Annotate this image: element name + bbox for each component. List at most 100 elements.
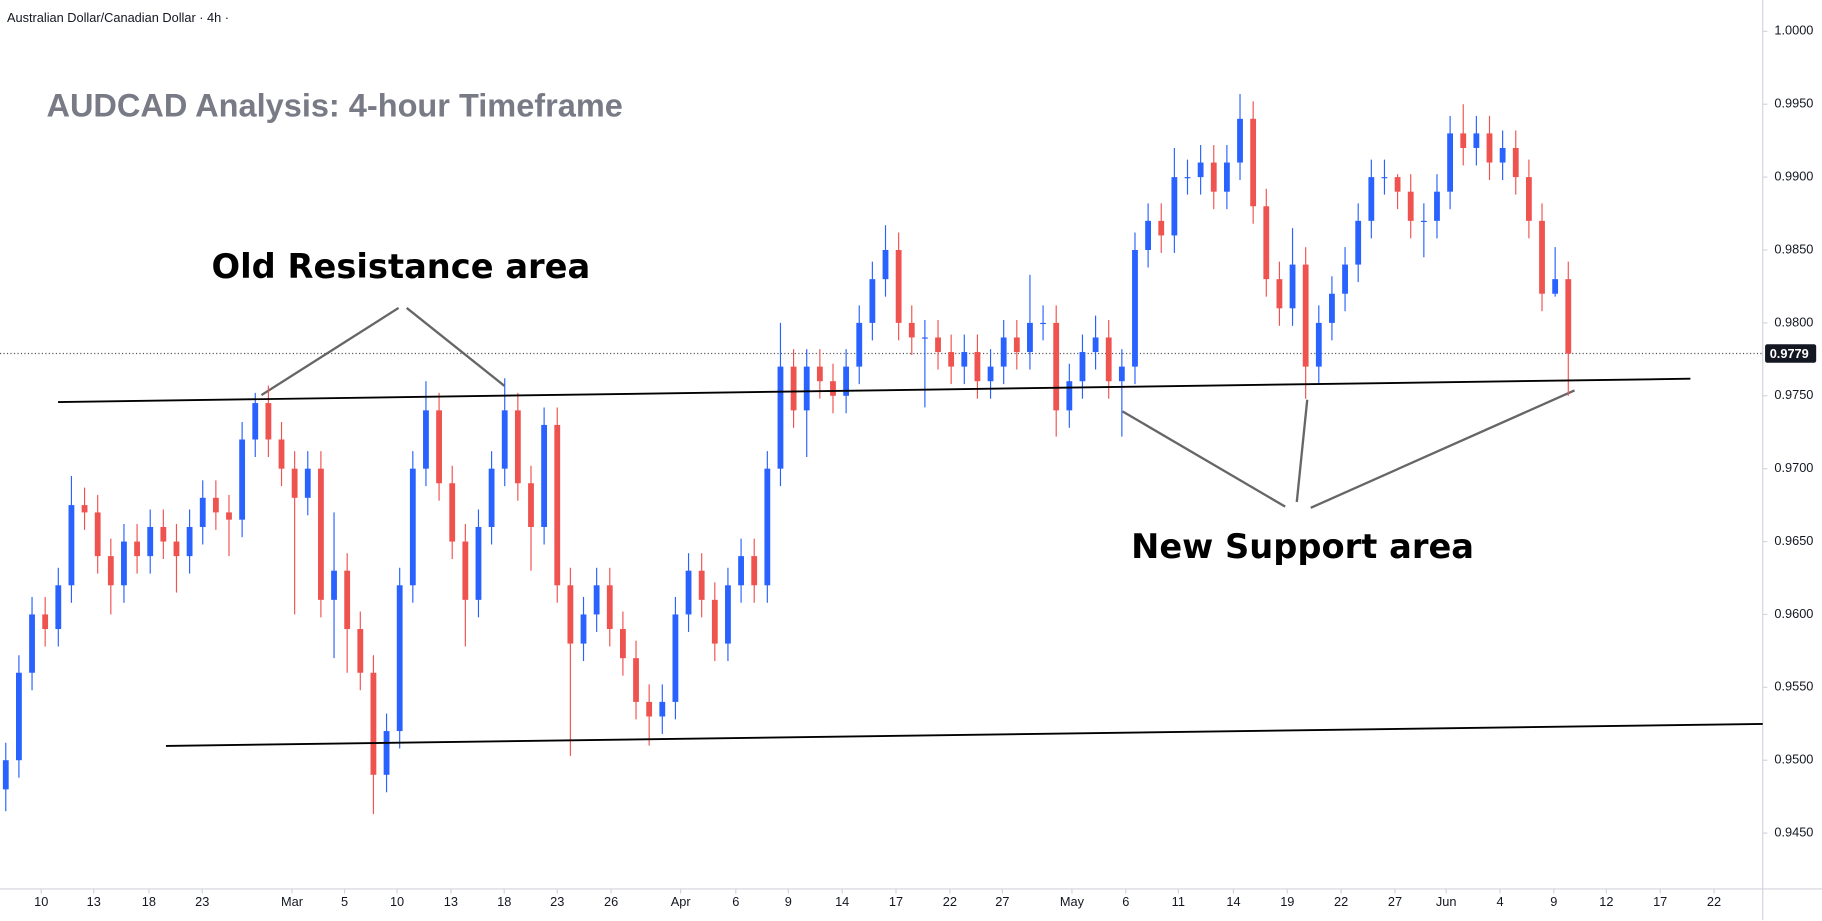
candle-body: [2, 760, 9, 790]
candle-body: [1525, 177, 1532, 221]
pointer: [405, 307, 506, 387]
pointer: [1310, 389, 1575, 509]
x-tick-label: 10: [34, 894, 48, 909]
candle-body: [1079, 352, 1086, 382]
candle-body: [1053, 322, 1060, 411]
candle-body: [1315, 322, 1322, 367]
candle-body: [554, 424, 561, 586]
candle-body: [81, 505, 88, 513]
x-tick-label: 22: [1707, 894, 1721, 909]
annotation-pointers: [260, 306, 1575, 509]
y-tick-label: 0.9900: [1774, 168, 1813, 183]
candle-body: [646, 701, 653, 717]
candle-body: [357, 629, 364, 673]
candle-body: [948, 352, 955, 367]
candle-body: [1171, 177, 1178, 236]
candle-body: [895, 250, 902, 323]
x-tick-label: 14: [835, 894, 849, 909]
candle-body: [606, 585, 613, 630]
candle-body: [186, 526, 193, 557]
candle-body: [278, 439, 285, 469]
candle-body: [1013, 337, 1020, 353]
pointer: [1295, 399, 1309, 503]
candle-body: [370, 672, 377, 775]
candle-body: [1000, 337, 1007, 367]
trend-line: [165, 722, 1763, 747]
candle-body: [528, 483, 534, 527]
candle-body: [1420, 220, 1427, 223]
candle-body: [672, 614, 679, 702]
candle-body: [751, 556, 758, 586]
candle-body: [1486, 133, 1493, 163]
candle-body: [961, 352, 968, 367]
candle-body: [331, 570, 337, 600]
candle-body: [16, 672, 22, 761]
candle-body: [212, 497, 219, 513]
x-tick-label: 13: [87, 894, 101, 909]
candle-body: [908, 322, 915, 338]
candle-body: [94, 512, 101, 557]
candle-body: [803, 366, 810, 411]
candle-body: [816, 366, 823, 382]
x-tick-label: Jun: [1436, 894, 1457, 909]
candle-body: [1132, 250, 1138, 367]
candle-body: [738, 556, 744, 586]
x-tick-label: 27: [995, 894, 1009, 909]
x-tick-label: 27: [1388, 894, 1402, 909]
x-tick-label: 26: [604, 894, 618, 909]
y-tick-label: 0.9550: [1774, 679, 1813, 694]
candle-body: [121, 541, 127, 586]
y-tick-label: 0.9700: [1774, 460, 1813, 475]
x-tick-label: 14: [1226, 894, 1240, 909]
candle-body: [147, 526, 154, 557]
candle-body: [1250, 118, 1257, 207]
y-tick-label: 0.9650: [1774, 533, 1813, 548]
candle-body: [1302, 264, 1309, 367]
candle-body: [239, 439, 246, 520]
candle-body: [68, 505, 75, 586]
candle-body: [869, 279, 876, 323]
y-tick-label: 0.9500: [1774, 752, 1813, 767]
x-tick-label: 18: [497, 894, 511, 909]
candle-body: [1276, 279, 1283, 309]
candle-body: [291, 468, 298, 498]
candle-body: [593, 585, 600, 615]
candle-body: [107, 556, 114, 586]
candle-body: [1329, 293, 1335, 323]
pointer: [260, 306, 400, 397]
candle-body: [685, 570, 692, 615]
x-tick-label: 12: [1599, 894, 1613, 909]
candle-body: [1158, 220, 1165, 236]
x-tick-label: 6: [1122, 894, 1129, 909]
candle-body: [843, 366, 850, 396]
candle-body: [501, 410, 508, 469]
candle-body: [856, 322, 863, 367]
candle-body: [764, 468, 771, 586]
x-tick-label: 17: [1653, 894, 1667, 909]
x-tick-label: Apr: [671, 894, 692, 909]
candle-body: [1512, 147, 1519, 178]
x-tick-label: 19: [1280, 894, 1294, 909]
pointer: [1121, 410, 1286, 508]
x-tick-label: 9: [785, 894, 792, 909]
x-tick-label: 9: [1550, 894, 1557, 909]
candle-body: [42, 614, 49, 630]
annotation: Old Resistance area: [212, 247, 591, 286]
candle-body: [1368, 177, 1375, 221]
candle-body: [344, 570, 351, 630]
trend-line: [58, 377, 1691, 403]
candle-body: [1539, 220, 1545, 294]
candle-body: [1210, 162, 1217, 192]
x-tick-label: 18: [142, 894, 156, 909]
x-tick-label: 6: [732, 894, 739, 909]
x-tick-label: Mar: [281, 894, 304, 909]
candle-body: [1237, 118, 1243, 163]
candle-body: [1434, 191, 1440, 221]
candle-body: [514, 410, 521, 484]
x-tick-label: 5: [341, 894, 348, 909]
candle-body: [1289, 264, 1296, 309]
candle-body: [160, 526, 167, 542]
y-tick-label: 0.9800: [1774, 314, 1813, 329]
candle-body: [449, 483, 456, 542]
